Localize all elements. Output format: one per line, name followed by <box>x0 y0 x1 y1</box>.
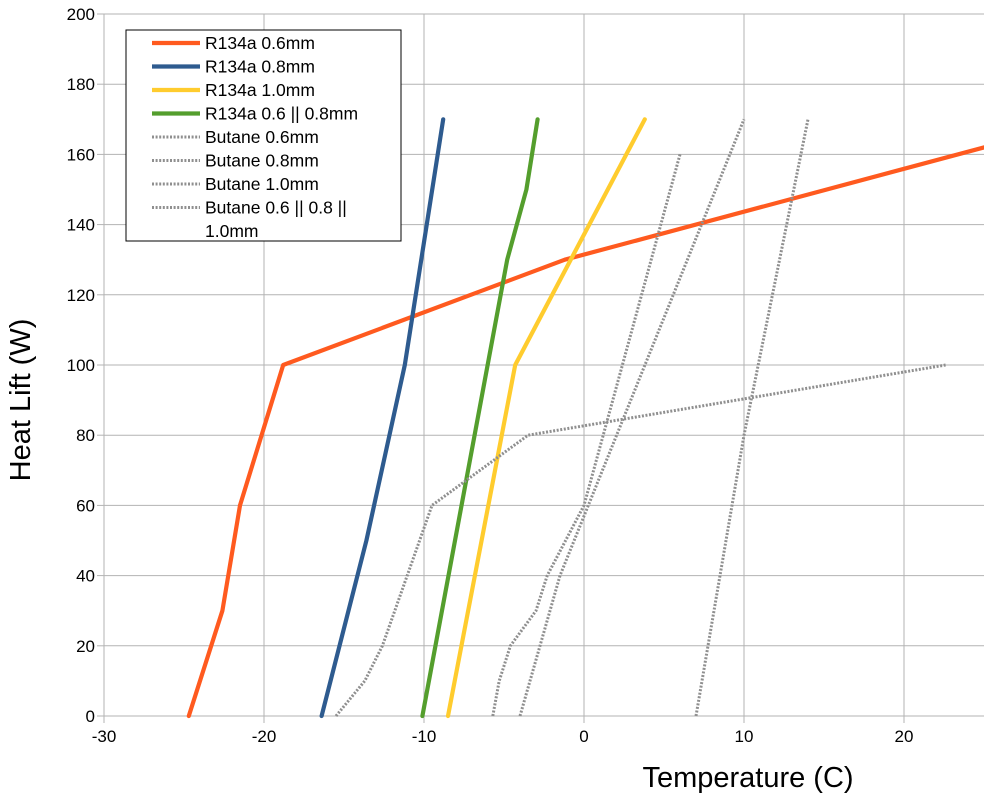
legend-label: R134a 1.0mm <box>205 80 315 100</box>
x-tick-label: -10 <box>412 727 437 746</box>
legend-label: Butane 0.6 || 0.8 || <box>205 198 347 218</box>
legend-label: Butane 0.8mm <box>205 151 319 171</box>
x-tick-label: -20 <box>252 727 277 746</box>
series-line-r134a-1-0mm <box>445 117 647 719</box>
y-tick-label: 140 <box>67 216 95 235</box>
series-line-r134a-0-8mm <box>319 117 446 719</box>
legend-label: Butane 1.0mm <box>205 174 319 194</box>
y-tick-label: 20 <box>76 637 95 656</box>
series-line-butane-0-8mm <box>491 154 682 717</box>
grid <box>103 13 984 717</box>
legend-label: R134a 0.8mm <box>205 57 315 77</box>
y-tick-label: 100 <box>67 356 95 375</box>
x-tick-label: 10 <box>735 727 754 746</box>
series-lines <box>186 117 984 719</box>
legend-label: Butane 0.6mm <box>205 127 319 147</box>
y-tick-label: 160 <box>67 145 95 164</box>
legend-label: 1.0mm <box>205 221 258 241</box>
legend-label: R134a 0.6mm <box>205 33 315 53</box>
x-axis-title: Temperature (C) <box>642 762 853 794</box>
y-axis-title: Heat Lift (W) <box>5 319 37 482</box>
x-tick-label: -30 <box>92 727 117 746</box>
series-line-butane-0-6mm <box>334 363 946 717</box>
series-line-r134a-0-6-0-8mm <box>420 117 540 719</box>
series-line-butane-1-0mm <box>518 118 746 717</box>
series-line-r134a-0-6mm <box>186 145 984 719</box>
y-tick-label: 200 <box>67 5 95 24</box>
series-line-butane-0-6-0-8-1-0mm <box>694 119 810 717</box>
y-tick-label: 120 <box>67 286 95 305</box>
legend-label: R134a 0.6 || 0.8mm <box>205 104 358 124</box>
x-tick-label: 20 <box>895 727 914 746</box>
y-tick-label: 80 <box>76 426 95 445</box>
legend: R134a 0.6mm R134a 0.8mm R134a 1.0mm R134a 0… <box>125 29 402 242</box>
y-tick-label: 0 <box>86 707 95 726</box>
y-tick-label: 180 <box>67 75 95 94</box>
y-tick-label: 60 <box>76 496 95 515</box>
y-tick-label: 40 <box>76 567 95 586</box>
x-tick-label: 0 <box>579 727 588 746</box>
tick-labels: 0 20 40 60 80 100 120 140 160 180 200 -30 -20 -10 0 10 2… <box>67 5 914 746</box>
